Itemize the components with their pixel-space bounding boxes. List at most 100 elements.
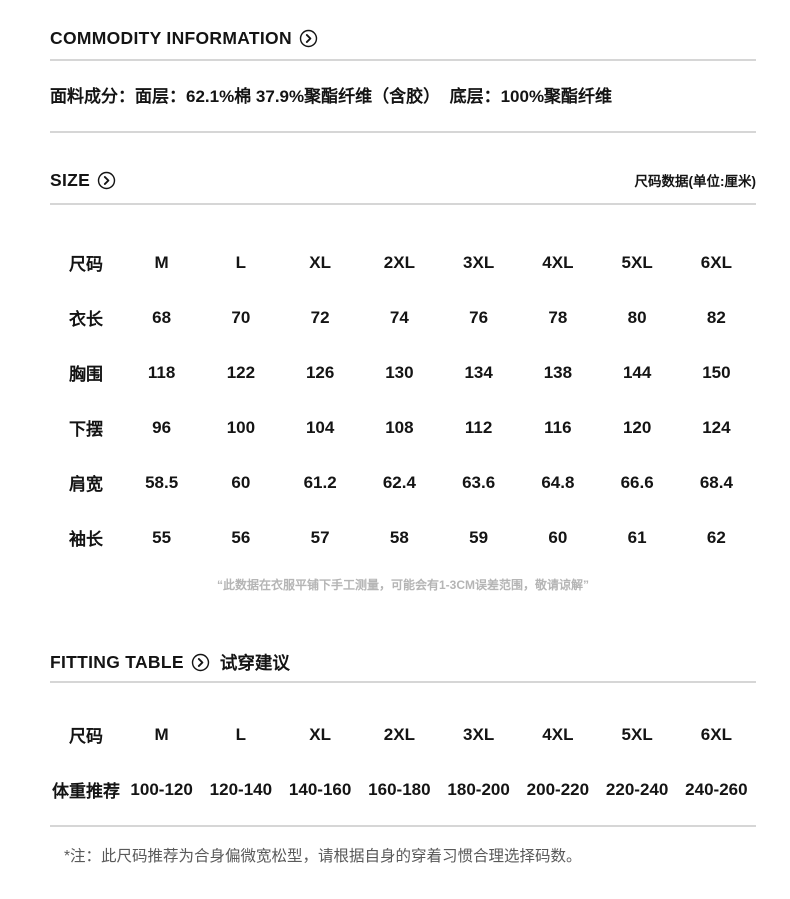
fitting-recommendation-table: 尺码 M L XL 2XL 3XL 4XL 5XL 6XL 体重推荐 100-1… xyxy=(50,707,756,817)
cell: 80 xyxy=(627,307,647,327)
size-header-cell: XL xyxy=(309,724,331,744)
chevron-right-circle-icon xyxy=(191,653,210,672)
chevron-right-circle-icon xyxy=(299,29,318,48)
cell: 126 xyxy=(305,362,335,382)
size-header-cell: XL xyxy=(309,252,331,272)
fitting-table-title: FITTING TABLE xyxy=(50,651,184,672)
size-header-cell: M xyxy=(154,252,169,272)
cell: 150 xyxy=(702,362,731,382)
cell: 144 xyxy=(622,362,652,382)
cell: 96 xyxy=(152,417,172,437)
cell: 70 xyxy=(231,307,251,327)
size-unit-note: 尺码数据(单位:厘米) xyxy=(634,174,757,189)
cell: 140-160 xyxy=(288,779,352,799)
cell: 62.4 xyxy=(382,472,416,492)
divider xyxy=(50,203,756,205)
fitting-table-header-row: 尺码 M L XL 2XL 3XL 4XL 5XL 6XL xyxy=(50,707,756,762)
row-label: 体重推荐 xyxy=(52,782,120,801)
size-title: SIZE xyxy=(50,169,91,190)
cell: 120-140 xyxy=(209,779,273,799)
size-header-cell: 6XL xyxy=(700,252,732,272)
size-header-cell: 6XL xyxy=(700,724,732,744)
cell: 124 xyxy=(702,417,731,437)
size-header-cell: 2XL xyxy=(383,252,415,272)
cell: 68.4 xyxy=(699,472,733,492)
cell: 120 xyxy=(622,417,652,437)
cell: 66.6 xyxy=(620,472,654,492)
row-label: 肩宽 xyxy=(69,475,103,494)
cell: 74 xyxy=(389,307,409,327)
table-row: 袖长 55 56 57 58 59 60 61 62 xyxy=(50,510,756,565)
size-header-cell: 3XL xyxy=(463,724,495,744)
cell: 55 xyxy=(152,527,172,547)
cell: 60 xyxy=(548,527,568,547)
cell: 58.5 xyxy=(145,472,179,492)
row-label: 下摆 xyxy=(69,420,103,439)
cell: 160-180 xyxy=(368,779,431,799)
cell: 104 xyxy=(305,417,335,437)
divider xyxy=(50,681,756,683)
cell: 240-260 xyxy=(685,779,748,799)
table-row: 体重推荐 100-120 120-140 140-160 160-180 180… xyxy=(50,762,756,817)
table-row: 胸围 118 122 126 130 134 138 144 150 xyxy=(50,345,756,400)
cell: 82 xyxy=(706,307,726,327)
size-header-cell: 5XL xyxy=(621,252,653,272)
cell: 57 xyxy=(310,527,330,547)
size-header-cell: M xyxy=(154,724,169,744)
size-header-cell: 尺码 xyxy=(69,255,103,274)
size-recommendation-footnote: *注：此尺码推荐为合身偏微宽松型，请根据自身的穿着习惯合理选择码数。 xyxy=(64,848,582,865)
cell: 220-240 xyxy=(605,779,669,799)
fitting-table-title-cn: 试穿建议 xyxy=(219,652,290,673)
cell: 60 xyxy=(231,472,251,492)
cell: 130 xyxy=(385,362,414,382)
size-header-cell: 3XL xyxy=(463,252,495,272)
size-header-cell: L xyxy=(235,252,247,272)
table-row: 衣长 68 70 72 74 76 78 80 82 xyxy=(50,290,756,345)
divider xyxy=(50,131,756,133)
cell: 63.6 xyxy=(462,472,496,492)
cell: 122 xyxy=(226,362,256,382)
commodity-information-title: COMMODITY INFORMATION xyxy=(50,27,292,48)
fitting-table-header: FITTING TABLE 试穿建议 xyxy=(50,651,756,673)
cell: 59 xyxy=(469,527,489,547)
cell: 61.2 xyxy=(303,472,337,492)
cell: 100 xyxy=(226,417,256,437)
cell: 56 xyxy=(231,527,251,547)
cell: 76 xyxy=(469,307,489,327)
fabric-composition-text: 面料成分：面层：62.1%棉 37.9%聚酯纤维（含胶） 底层：100%聚酯纤维 xyxy=(50,87,613,106)
divider xyxy=(50,59,756,61)
table-row: 肩宽 58.5 60 61.2 62.4 63.6 64.8 66.6 68.4 xyxy=(50,455,756,510)
cell: 118 xyxy=(147,362,176,382)
cell: 138 xyxy=(543,362,573,382)
size-section-header: SIZE 尺码数据(单位:厘米) xyxy=(50,169,756,191)
cell: 180-200 xyxy=(447,779,510,799)
cell: 108 xyxy=(385,417,414,437)
cell: 62 xyxy=(706,527,726,547)
size-header-cell: 4XL xyxy=(542,724,574,744)
chevron-right-circle-icon xyxy=(97,171,116,190)
row-label: 袖长 xyxy=(69,530,103,549)
cell: 112 xyxy=(464,417,493,437)
size-header-cell: 2XL xyxy=(383,724,415,744)
cell: 58 xyxy=(389,527,409,547)
cell: 100-120 xyxy=(130,779,193,799)
size-header-cell: 5XL xyxy=(621,724,653,744)
cell: 72 xyxy=(310,307,330,327)
size-chart-table: 尺码 M L XL 2XL 3XL 4XL 5XL 6XL 衣长 68 70 7… xyxy=(50,235,756,565)
size-header-cell: 4XL xyxy=(542,252,574,272)
commodity-information-header: COMMODITY INFORMATION xyxy=(50,27,756,49)
cell: 200-220 xyxy=(526,779,590,799)
cell: 134 xyxy=(464,362,493,382)
cell: 116 xyxy=(544,417,572,437)
measurement-disclaimer: “此数据在衣服平铺下手工测量，可能会有1-3CM误差范围，敬请谅解” xyxy=(216,578,589,592)
size-header-cell: L xyxy=(235,724,247,744)
table-row: 下摆 96 100 104 108 112 116 120 124 xyxy=(50,400,756,455)
size-header-cell: 尺码 xyxy=(69,727,103,746)
product-detail-page: COMMODITY INFORMATION 面料成分：面层：62.1%棉 37.… xyxy=(50,27,756,865)
size-table-header-row: 尺码 M L XL 2XL 3XL 4XL 5XL 6XL xyxy=(50,235,756,290)
row-label: 胸围 xyxy=(69,365,103,384)
cell: 68 xyxy=(152,307,172,327)
row-label: 衣长 xyxy=(69,310,103,329)
cell: 64.8 xyxy=(541,472,575,492)
divider xyxy=(50,825,756,827)
